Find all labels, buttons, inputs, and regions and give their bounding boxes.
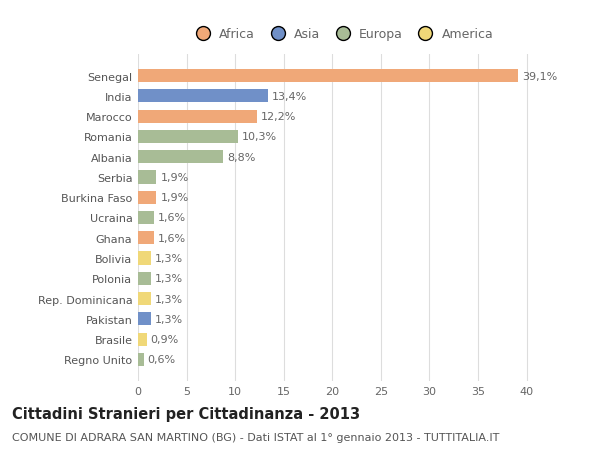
Text: COMUNE DI ADRARA SAN MARTINO (BG) - Dati ISTAT al 1° gennaio 2013 - TUTTITALIA.I: COMUNE DI ADRARA SAN MARTINO (BG) - Dati… <box>12 432 499 442</box>
Bar <box>138 70 518 83</box>
Text: 39,1%: 39,1% <box>522 72 557 81</box>
Bar <box>138 151 223 164</box>
Text: 0,9%: 0,9% <box>151 334 179 344</box>
Text: 1,9%: 1,9% <box>160 173 188 183</box>
Text: 10,3%: 10,3% <box>242 132 277 142</box>
Bar <box>138 110 257 123</box>
Text: 13,4%: 13,4% <box>272 92 307 102</box>
Text: 1,6%: 1,6% <box>157 213 185 223</box>
Bar <box>138 292 151 306</box>
Bar <box>138 212 154 224</box>
Bar <box>138 232 154 245</box>
Text: 1,3%: 1,3% <box>155 314 182 324</box>
Legend: Africa, Asia, Europa, America: Africa, Asia, Europa, America <box>188 25 496 44</box>
Text: 1,3%: 1,3% <box>155 294 182 304</box>
Bar <box>138 333 147 346</box>
Text: 1,6%: 1,6% <box>157 233 185 243</box>
Bar <box>138 353 144 366</box>
Bar <box>138 272 151 285</box>
Text: 8,8%: 8,8% <box>227 152 256 162</box>
Bar <box>138 252 151 265</box>
Bar <box>138 191 157 204</box>
Text: 1,9%: 1,9% <box>160 193 188 203</box>
Bar <box>138 313 151 326</box>
Bar <box>138 90 268 103</box>
Bar <box>138 171 157 184</box>
Text: 0,6%: 0,6% <box>148 355 176 364</box>
Text: 1,3%: 1,3% <box>155 253 182 263</box>
Bar <box>138 130 238 144</box>
Text: Cittadini Stranieri per Cittadinanza - 2013: Cittadini Stranieri per Cittadinanza - 2… <box>12 406 360 421</box>
Text: 12,2%: 12,2% <box>260 112 296 122</box>
Text: 1,3%: 1,3% <box>155 274 182 284</box>
